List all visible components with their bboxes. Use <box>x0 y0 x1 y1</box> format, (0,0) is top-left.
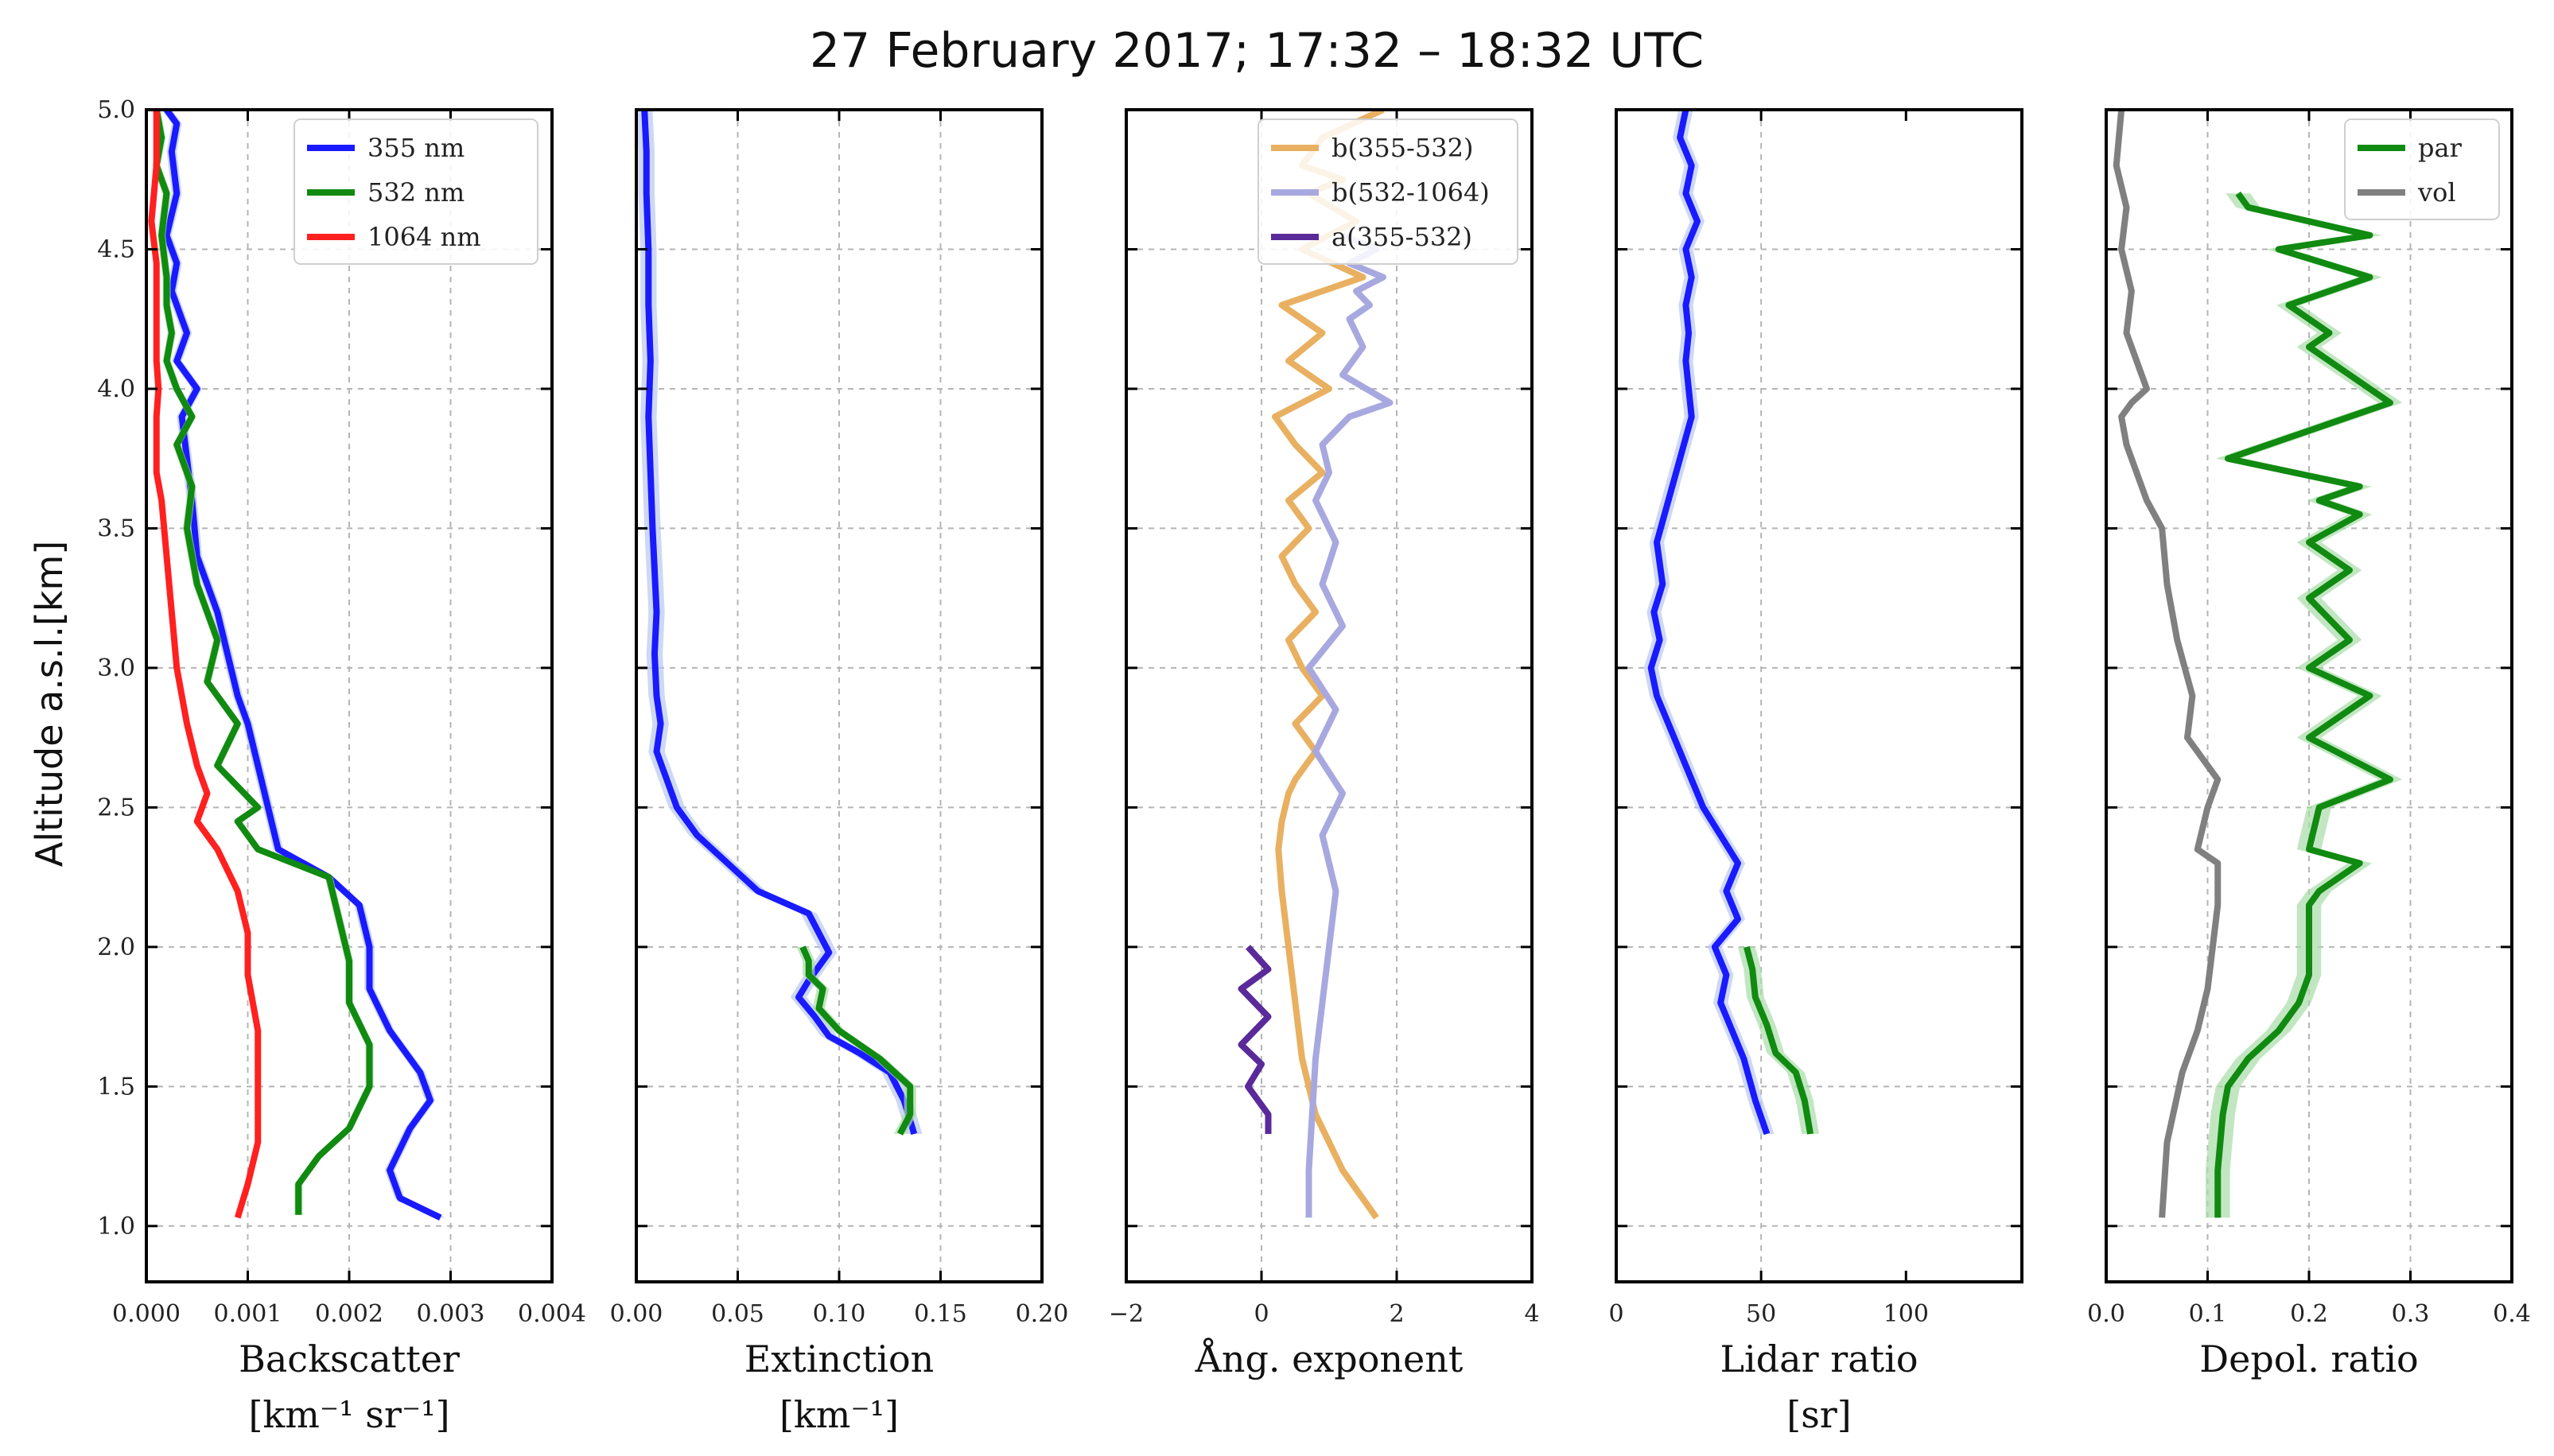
y-tick-label: 1.5 <box>97 1073 135 1101</box>
panel-depol_ratio: 0.0 0.1 0.2 0.3 0.4 Depol. ratio par vol <box>2087 108 2531 1380</box>
x-axis-label: Depol. ratio <box>2199 1338 2419 1380</box>
y-tick-label: 3.0 <box>97 654 135 682</box>
panel-frame <box>145 108 554 1283</box>
x-tick-label: 4 <box>1524 1300 1539 1328</box>
x-axis-unit: [sr] <box>1786 1393 1852 1436</box>
y-tick-label: 3.5 <box>97 514 135 542</box>
panel-frame <box>2105 108 2513 1283</box>
y-axis-label: Altitude a.s.l.[km] <box>28 541 71 868</box>
panel-lidar_ratio: 0 50 100 Lidar ratio [sr] <box>1608 108 2023 1436</box>
legend-box <box>293 118 538 265</box>
plot-area <box>148 110 446 1221</box>
legend: b(355-532) b(532-1064) a(355-532) <box>1258 118 1518 265</box>
legend-label: 532 nm <box>367 177 465 208</box>
x-tick-label: 50 <box>1746 1300 1776 1328</box>
legend-label: b(532-1064) <box>1331 177 1490 208</box>
x-tick-label: 0.2 <box>2290 1300 2328 1328</box>
x-tick-label: 0.10 <box>813 1300 866 1328</box>
legend-label: par <box>2418 133 2463 163</box>
series-line-par <box>2214 191 2393 1218</box>
y-tick-label: 4.5 <box>97 235 135 263</box>
plot-area <box>636 110 923 1136</box>
panel-angstrom: −2 0 2 4 Ång. exponent b(355-532) b(532-1064) a… <box>1109 108 1540 1380</box>
panel-frame <box>635 108 1044 1283</box>
panel-frame <box>1615 108 2023 1283</box>
plot-area <box>1643 110 1819 1136</box>
panel-backscatter: 0.000 0.001 0.002 0.003 0.004 1.0 1.5 2.0 2.5 3.0… <box>97 96 586 1436</box>
plot-area <box>1238 110 1394 1220</box>
x-tick-label: 0.000 <box>112 1300 181 1328</box>
x-tick-label: 0.001 <box>214 1300 282 1328</box>
x-tick-label: 0.002 <box>315 1300 383 1328</box>
x-tick-label: −2 <box>1109 1300 1144 1328</box>
x-axis-label: Backscatter <box>239 1338 460 1380</box>
series-line-355-nm <box>641 110 918 1136</box>
y-tick-label: 2.0 <box>97 934 135 961</box>
x-axis-label: Extinction <box>744 1338 935 1380</box>
figure-title: 27 February 2017; 17:32 – 18:32 UTC <box>810 23 1704 79</box>
legend-box <box>1258 118 1518 265</box>
x-tick-label: 100 <box>1883 1300 1929 1328</box>
series-line-355-nm <box>163 110 442 1221</box>
uncertainty-band <box>152 110 374 1215</box>
x-tick-label: 0.20 <box>1016 1300 1069 1328</box>
x-tick-label: 0.1 <box>2189 1300 2227 1328</box>
legend-label: a(355-532) <box>1331 222 1472 252</box>
series-line-a-355-532- <box>1238 945 1272 1134</box>
y-tick-label: 1.0 <box>97 1213 135 1241</box>
x-tick-label: 0.05 <box>711 1300 764 1328</box>
x-axis-label: Lidar ratio <box>1720 1338 1918 1380</box>
series-line-b-355-532- <box>1272 110 1385 1220</box>
series-line-532-nm <box>1743 945 1814 1135</box>
x-tick-label: 0.004 <box>518 1300 586 1328</box>
legend: par vol <box>2344 118 2500 220</box>
x-tick-label: 0.4 <box>2493 1300 2531 1328</box>
uncertainty-band <box>636 110 923 1134</box>
legend-label: b(355-532) <box>1331 133 1473 163</box>
series-line-1064-nm <box>148 110 262 1219</box>
legend-label: 355 nm <box>367 133 465 163</box>
legend-label: 1064 nm <box>367 222 481 252</box>
legend: 355 nm 532 nm 1064 nm <box>293 118 538 265</box>
x-tick-label: 0.15 <box>914 1300 967 1328</box>
legend-label: vol <box>2417 177 2456 208</box>
x-tick-label: 0.3 <box>2392 1300 2430 1328</box>
series-line-532-nm <box>153 110 373 1215</box>
panel-extinction: 0.00 0.05 0.10 0.15 0.20 Extinction [km⁻¹] <box>610 108 1069 1436</box>
series-line-vol <box>2113 110 2222 1218</box>
x-axis-unit: [km⁻¹] <box>779 1393 899 1436</box>
plot-area <box>2113 110 2403 1218</box>
x-tick-label: 0 <box>1608 1300 1623 1328</box>
panel-frame <box>1125 108 1534 1283</box>
uncertainty-band <box>2205 193 2403 1218</box>
y-tick-label: 2.5 <box>97 794 135 821</box>
series-line-532-nm <box>799 945 914 1136</box>
x-tick-label: 0 <box>1254 1300 1269 1328</box>
panels: 0.000 0.001 0.002 0.003 0.0041.01.52.02.53.0… <box>97 96 2531 1436</box>
x-axis-label: Ång. exponent <box>1195 1337 1464 1380</box>
x-tick-label: 2 <box>1389 1300 1404 1328</box>
x-tick-label: 0.0 <box>2087 1300 2125 1328</box>
x-tick-label: 0.003 <box>417 1300 485 1328</box>
x-tick-label: 0.00 <box>610 1300 663 1328</box>
x-axis-unit: [km⁻¹ sr⁻¹] <box>248 1393 449 1436</box>
series-line-b-532-1064- <box>1305 232 1394 1218</box>
series-line-355-nm <box>1647 110 1771 1136</box>
y-tick-label: 4.0 <box>97 375 135 403</box>
y-tick-label: 5.0 <box>97 96 135 124</box>
